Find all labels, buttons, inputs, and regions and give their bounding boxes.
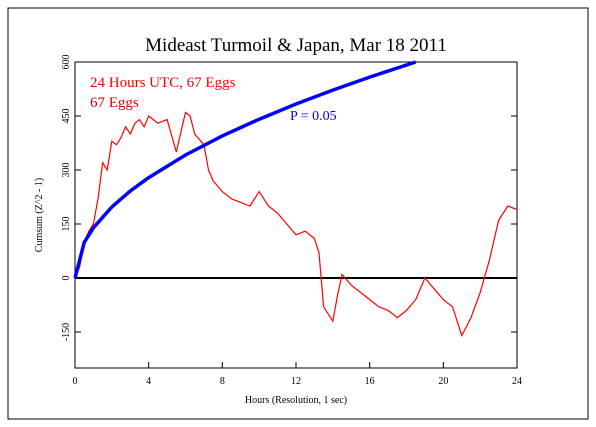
x-tick-label: 20 bbox=[438, 376, 448, 387]
series-line bbox=[73, 60, 417, 279]
y-tick-label: 450 bbox=[61, 109, 72, 124]
chart-title: Mideast Turmoil & Japan, Mar 18 2011 bbox=[145, 35, 447, 56]
y-tick-label: 600 bbox=[61, 55, 72, 70]
plot-area bbox=[74, 61, 518, 369]
series-line bbox=[74, 111, 518, 338]
y-tick-label: 150 bbox=[61, 217, 72, 232]
frame bbox=[7, 7, 589, 420]
legend-entry: P = 0.05 bbox=[290, 109, 337, 124]
x-tick-label: 12 bbox=[291, 376, 301, 387]
x-tick-label: 24 bbox=[512, 376, 522, 387]
x-tick-label: 8 bbox=[220, 376, 225, 387]
y-tick-label: 0 bbox=[61, 276, 72, 281]
x-axis-label: Hours (Resolution, 1 sec) bbox=[245, 395, 347, 406]
x-tick-label: 0 bbox=[73, 376, 78, 387]
subtitle: 67 Eggs bbox=[90, 95, 139, 111]
y-axis-label: Cumsum (Z^2 - 1) bbox=[34, 178, 45, 252]
y-tick-label: -150 bbox=[61, 323, 72, 341]
x-tick-label: 16 bbox=[365, 376, 375, 387]
x-tick-label: 4 bbox=[146, 376, 151, 387]
legend-entry: 24 Hours UTC, 67 Eggs bbox=[90, 75, 236, 91]
y-tick-label: 300 bbox=[61, 163, 72, 178]
